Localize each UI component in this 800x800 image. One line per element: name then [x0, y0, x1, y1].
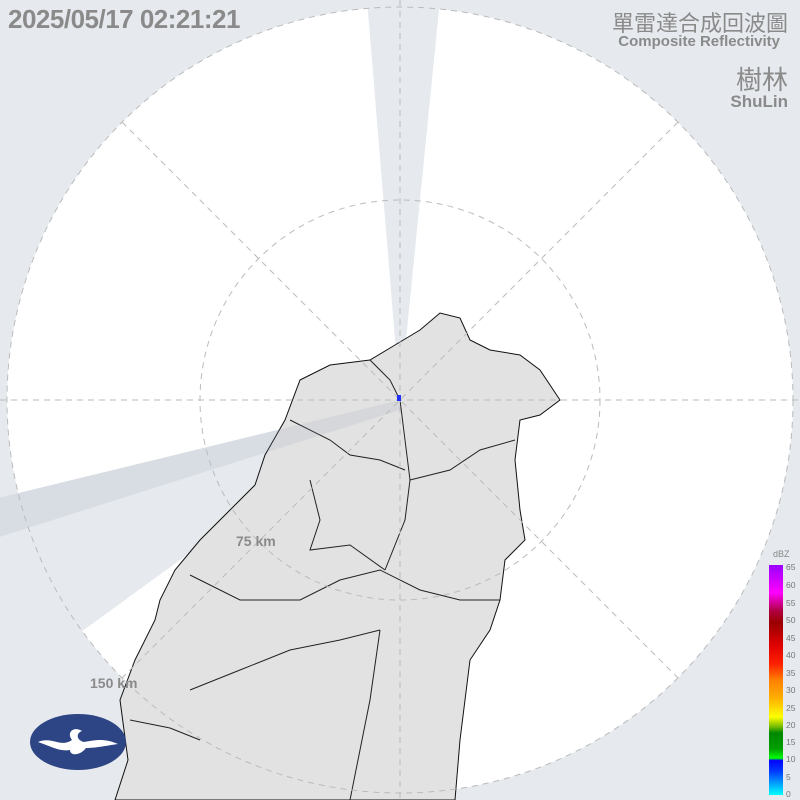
county-boundaries	[129, 359, 516, 800]
title-en: Composite Reflectivity	[618, 33, 780, 50]
station-zh: 樹林	[735, 66, 788, 96]
legend-tick: 65	[786, 562, 796, 572]
legend-tick: 20	[786, 720, 796, 730]
legend-tick: 55	[786, 598, 796, 608]
legend-tick: 5	[786, 772, 791, 782]
legend-tick: 25	[786, 703, 796, 713]
legend-colorbar	[769, 565, 783, 795]
echo-cell	[397, 395, 401, 401]
legend-tick: 30	[786, 685, 796, 695]
timestamp: 2025/05/17 02:21:21	[8, 4, 240, 34]
legend-unit: dBZ	[773, 549, 790, 559]
legend-tick: 10	[786, 754, 796, 764]
range-label-150: 150 km	[90, 675, 138, 691]
cwa-logo-icon	[30, 714, 126, 770]
title-zh: 單雷達合成回波圖	[611, 12, 788, 37]
legend-tick: 15	[786, 737, 796, 747]
legend-tick: 50	[786, 615, 796, 625]
legend-tick: 45	[786, 633, 796, 643]
range-label-75: 75 km	[236, 533, 276, 549]
legend-tick: 0	[786, 789, 791, 799]
station-en: ShuLin	[730, 92, 788, 111]
legend-tick: 40	[786, 650, 796, 660]
blocked-sector-north	[367, 0, 440, 400]
legend-tick: 60	[786, 580, 796, 590]
legend-tick: 35	[786, 668, 796, 678]
